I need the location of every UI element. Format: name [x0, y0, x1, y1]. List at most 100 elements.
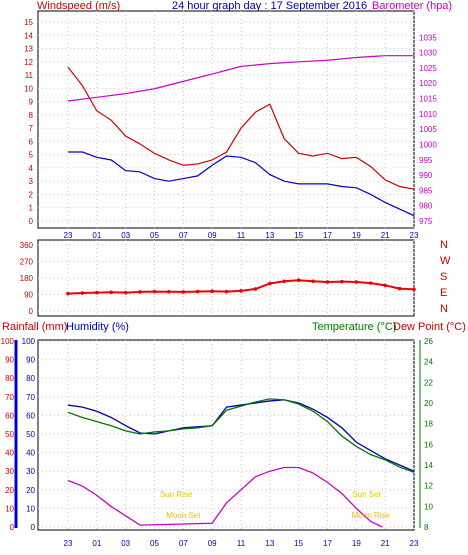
barometer-tick-label: 1035 [419, 33, 437, 42]
compass-label: E [440, 287, 447, 299]
windspeed-tick-label: 5 [29, 151, 34, 160]
x-tick-label: 21 [381, 539, 390, 548]
rainfall-axis-label: Rainfall (mm) [2, 321, 67, 333]
humidity-tick-label: 30 [26, 467, 35, 476]
humidity-axis-label: Humidity (%) [66, 321, 129, 333]
x-tick-label: 23 [64, 539, 73, 548]
dewpoint-axis-label: Dew Point (°C) [393, 321, 466, 333]
x-tick-label: 17 [323, 539, 332, 548]
x-tick-label: 11 [237, 539, 246, 548]
barometer-tick-label: 990 [419, 171, 433, 180]
rainfall-tick-label: 70 [5, 393, 14, 402]
rainfall-tick-label: 20 [5, 486, 14, 495]
windspeed-tick-label: 7 [29, 124, 34, 133]
x-tick-label: 19 [352, 231, 361, 240]
rainfall-humidity-axis-ticks: 0 0 10 10 20 20 30 30 40 40 50 50 60 60 70 70 80 80 90 90 10… [1, 337, 36, 532]
x-tick-label: 03 [121, 231, 130, 240]
rainfall-tick-label: 50 [5, 430, 14, 439]
chart-title: 24 hour graph day : 17 September 2016 [172, 0, 367, 12]
temperature-tick-label: 12 [424, 482, 433, 491]
barometer-axis-ticks: 975 980 985 990 995 1000 1005 1010 1015 1020 1025 1… [419, 33, 437, 226]
barometer-tick-label: 1010 [419, 110, 437, 119]
barometer-tick-label: 1025 [419, 64, 437, 73]
rainfall-tick-label: 10 [5, 504, 14, 513]
annotation-label: Sun Rise [160, 490, 193, 499]
temperature-tick-label: 22 [424, 378, 433, 387]
series-line [67, 55, 414, 102]
direction-axis-ticks: 360 270 180 90 0 [20, 241, 34, 316]
direction-tick-label: 360 [20, 241, 34, 250]
annotation-label: Sun Set [352, 490, 381, 499]
compass-label: W [440, 255, 451, 267]
direction-tick-label: 270 [20, 258, 34, 267]
humidity-tick-label: 100 [22, 337, 36, 346]
barometer-tick-label: 1000 [419, 140, 437, 149]
x-tick-label: 07 [179, 231, 188, 240]
windspeed-tick-label: 10 [24, 84, 33, 93]
humidity-tick-label: 60 [26, 411, 35, 420]
wind-panel-series [67, 55, 415, 217]
humidity-tick-label: 40 [26, 449, 35, 458]
windspeed-tick-label: 2 [29, 190, 34, 199]
windspeed-tick-label: 14 [24, 31, 33, 40]
x-tick-label: 15 [294, 231, 303, 240]
rainfall-tick-label: 30 [5, 467, 14, 476]
windspeed-tick-label: 6 [29, 137, 34, 146]
x-tick-label: 23 [410, 231, 419, 240]
series-line [67, 66, 415, 190]
x-tick-label: 01 [92, 231, 101, 240]
x-tick-label: 09 [208, 231, 217, 240]
temperature-tick-label: 16 [424, 440, 433, 449]
x-tick-label: 05 [150, 231, 159, 240]
x-tick-label: 21 [381, 231, 390, 240]
thp-panel-series [67, 398, 415, 528]
direction-panel-series [66, 278, 416, 296]
annotation-label: Moon Rise [352, 511, 391, 520]
windspeed-tick-label: 12 [24, 58, 33, 67]
x-tick-label: 11 [237, 231, 246, 240]
wind-panel-x-ticks: 23 01 03 05 07 09 11 13 15 17 19 21 23 [64, 231, 419, 240]
temperature-tick-label: 8 [424, 523, 429, 532]
temperature-axis-label: Temperature (°C) [312, 321, 396, 333]
compass-label: N [440, 239, 448, 251]
series-line [68, 151, 415, 217]
series-line [67, 399, 415, 472]
direction-panel-grid [38, 240, 415, 316]
annotation-label: Moon Set [166, 511, 201, 520]
windspeed-tick-label: 11 [25, 71, 34, 80]
wind-panel-frame [37, 10, 415, 229]
humidity-tick-label: 70 [26, 393, 35, 402]
x-tick-label: 07 [179, 539, 188, 548]
humidity-tick-label: 50 [26, 430, 35, 439]
x-tick-label: 01 [92, 539, 101, 548]
barometer-tick-label: 1005 [419, 125, 437, 134]
humidity-tick-label: 20 [26, 486, 35, 495]
wind-panel-grid [38, 11, 415, 228]
barometer-tick-label: 985 [419, 186, 433, 195]
series-line [67, 398, 415, 473]
rainfall-tick-label: 80 [5, 374, 14, 383]
windspeed-tick-label: 13 [24, 45, 33, 54]
direction-tick-label: 0 [29, 307, 34, 316]
temperature-tick-label: 10 [424, 502, 433, 511]
barometer-tick-label: 975 [419, 217, 433, 226]
compass-label: N [440, 303, 448, 315]
barometer-tick-label: 1015 [419, 95, 437, 104]
windspeed-tick-label: 9 [29, 98, 34, 107]
temperature-tick-label: 20 [424, 399, 433, 408]
x-tick-label: 19 [352, 539, 361, 548]
rainfall-tick-label: 60 [5, 411, 14, 420]
sun-moon-annotations: Sun Rise Moon Set Sun Set Moon Rise [160, 490, 391, 520]
windspeed-tick-label: 8 [29, 111, 34, 120]
humidity-tick-label: 80 [26, 374, 35, 383]
direction-tick-label: 90 [24, 291, 33, 300]
barometer-tick-label: 1030 [419, 49, 437, 58]
rainfall-tick-label: 40 [5, 449, 14, 458]
barometer-axis-label: Barometer (hpa) [372, 0, 452, 12]
direction-line [67, 279, 415, 295]
x-tick-label: 17 [323, 231, 332, 240]
humidity-tick-label: 90 [26, 356, 35, 365]
rainfall-tick-label: 90 [5, 356, 14, 365]
